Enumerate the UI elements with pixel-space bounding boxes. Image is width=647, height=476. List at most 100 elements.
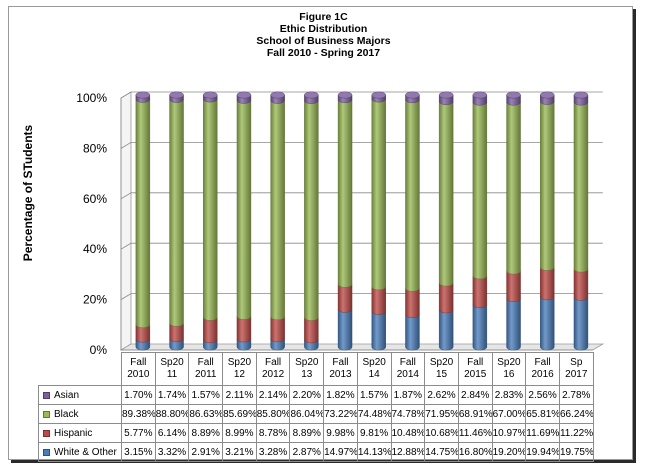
bar-segment	[135, 99, 151, 328]
y-tick-label: 60%	[83, 192, 107, 206]
x-tick-label-line: Sp	[570, 357, 583, 368]
x-tick-label-line: 11	[166, 369, 178, 380]
bar-segment	[573, 268, 589, 301]
data-label: 67.00%	[491, 404, 527, 424]
table-row: Hispanic 5.77% 6.14% 8.89% 8.99% 8.78% 8.89% 9.…	[38, 423, 594, 443]
bar-segment	[506, 101, 521, 275]
data-label: 14.13%	[356, 442, 392, 462]
x-tick-label: Fall 2015	[457, 352, 493, 386]
data-label: 10.48%	[390, 423, 426, 443]
bar-segment	[540, 267, 555, 301]
x-tick-label-line: 2015	[464, 369, 487, 380]
data-label: 11.22%	[558, 423, 594, 443]
bar-cap	[169, 91, 184, 99]
bar-cap	[270, 91, 285, 99]
data-label: 1.57%	[356, 385, 392, 405]
x-tick-label-line: Fall	[130, 357, 147, 368]
data-label: 10.97%	[491, 423, 527, 443]
x-tick-label-line: Fall	[399, 357, 416, 368]
category-row: Fall 2010 Sp20 11 Fall 2011 Sp20 12 Fall 2012 Sp20…	[38, 352, 594, 386]
data-label: 86.63%	[188, 404, 224, 424]
data-label: 2.91%	[188, 442, 224, 462]
data-label: 68.91%	[457, 404, 493, 424]
data-label: 19.20%	[491, 442, 527, 462]
x-tick-label-line: 14	[368, 369, 380, 380]
bar-segment	[371, 311, 386, 351]
x-tick-label-line: Sp20	[295, 357, 319, 368]
bar-segment	[203, 98, 218, 321]
data-label: 1.70%	[121, 385, 156, 405]
legend-label: Asian	[54, 389, 80, 401]
bar-segment	[371, 286, 386, 315]
x-tick-label-line: 2016	[531, 369, 554, 380]
data-label: 8.89%	[188, 423, 224, 443]
bar-segment	[506, 298, 521, 351]
x-tick-label-line: Fall	[534, 357, 551, 368]
bar-segment	[304, 100, 319, 321]
table-corner	[38, 352, 122, 386]
bar-segment	[405, 99, 420, 292]
x-tick-label: Sp20 15	[424, 352, 459, 386]
data-label: 74.48%	[356, 404, 392, 424]
data-label: 8.89%	[289, 423, 325, 443]
chart-title: Figure 1C Ethic Distribution School of B…	[0, 11, 647, 59]
data-label: 5.77%	[121, 423, 156, 443]
bar-segment	[438, 101, 454, 287]
x-tick-label-line: 2012	[261, 369, 285, 380]
y-tick-label: 100%	[76, 91, 107, 105]
bar-segment	[472, 304, 488, 351]
bar-segment	[438, 282, 454, 314]
x-tick-label-line: Fall	[467, 357, 484, 368]
legend-swatch	[43, 410, 50, 418]
data-label: 14.75%	[424, 442, 459, 462]
data-label: 6.14%	[154, 423, 190, 443]
data-label: 66.24%	[558, 404, 594, 424]
data-label: 2.20%	[289, 385, 325, 405]
bar-cap	[506, 91, 521, 99]
data-table: Fall 2010 Sp20 11 Fall 2011 Sp20 12 Fall 2012 Sp20…	[38, 352, 594, 462]
bar-segment	[236, 316, 252, 343]
x-tick-label: Sp20 16	[491, 352, 527, 386]
bar-segment	[337, 283, 353, 313]
bar-cap	[472, 91, 488, 99]
bar-segment	[337, 309, 353, 351]
x-tick-label: Sp20 11	[154, 352, 190, 386]
data-label: 2.87%	[289, 442, 325, 462]
data-label: 2.84%	[457, 385, 493, 405]
x-tick-label-line: Fall	[332, 357, 349, 368]
x-tick-label: Fall 2014	[390, 352, 426, 386]
title-line-1: Figure 1C	[299, 11, 348, 23]
bar-cap	[304, 91, 319, 99]
bar-segment	[236, 100, 252, 320]
bar-segment	[540, 296, 555, 351]
bar-segment	[203, 317, 218, 344]
bar-segment	[405, 287, 420, 318]
data-label: 9.81%	[356, 423, 392, 443]
bar-segment	[135, 324, 151, 343]
x-tick-label-line: 15	[435, 369, 448, 380]
x-tick-label: Sp20 12	[222, 352, 257, 386]
legend-label: White & Other	[54, 446, 117, 458]
x-tick-label-line: Sp20	[362, 357, 386, 368]
table-row: White & Other 3.15% 3.32% 2.91% 3.21% 3.28% 2.…	[38, 442, 594, 462]
x-tick-label-line: Sp20	[160, 357, 184, 368]
bar-segment	[472, 275, 488, 309]
legend-swatch	[43, 429, 50, 437]
title-line-2: Ethic Distribution	[279, 23, 368, 35]
bar-cap	[438, 91, 454, 99]
bar-segment	[540, 101, 555, 271]
gridline	[120, 242, 603, 250]
bar-segment	[573, 297, 589, 351]
bar-cap	[371, 91, 386, 99]
legend-entry: Black	[38, 404, 122, 424]
data-label: 2.56%	[525, 385, 560, 405]
x-tick-label-line: 2010	[127, 369, 150, 380]
bar-cap	[236, 91, 252, 99]
bar-segment	[506, 270, 521, 303]
x-tick-label-line: 2011	[194, 369, 217, 380]
bar-segment	[371, 98, 386, 291]
x-tick-label: Sp 2017	[558, 352, 594, 386]
bar-cap	[573, 91, 589, 99]
x-tick-label-line: 13	[301, 369, 313, 380]
bar-segment	[169, 99, 184, 327]
